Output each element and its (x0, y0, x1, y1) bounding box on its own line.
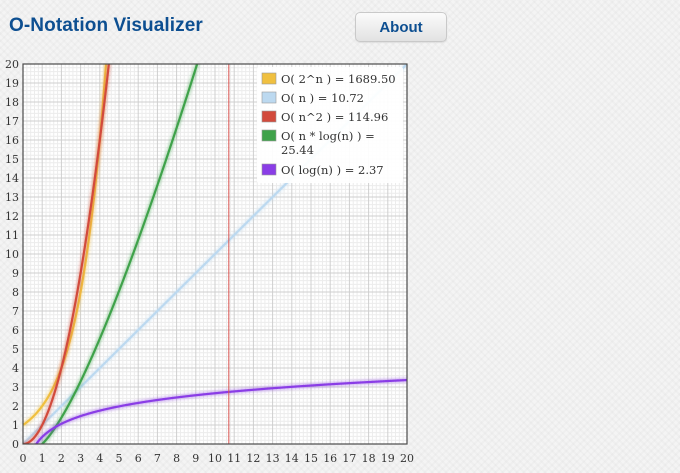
x-tick-label: 1 (39, 452, 46, 465)
x-axis-ticks: 0 1 2 3 4 5 6 7 8 9 10 11 12 13 14 15 16 17 18 19 20 (20, 452, 415, 465)
y-tick-label: 12 (5, 210, 19, 223)
x-tick-label: 18 (362, 452, 376, 465)
series-line-2 (23, 64, 110, 444)
x-tick-label: 8 (173, 452, 180, 465)
legend-label: O( 2^n ) = 1689.50 (281, 72, 396, 86)
y-tick-label: 17 (5, 115, 19, 128)
legend-label: O( n * log(n) ) = (281, 129, 375, 143)
legend-swatch (261, 72, 277, 85)
o-notation-chart: 0 1 2 3 4 5 6 7 8 9 10 11 12 13 14 15 16 17 18 19 20 0123456… (5, 58, 415, 465)
y-tick-label: 18 (5, 96, 19, 109)
y-tick-label: 7 (12, 305, 19, 318)
y-tick-label: 20 (5, 58, 19, 71)
legend-label: O( n^2 ) = 114.96 (281, 110, 388, 124)
x-tick-label: 17 (342, 452, 356, 465)
y-tick-label: 9 (12, 267, 19, 280)
y-tick-label: 15 (5, 153, 19, 166)
about-button[interactable]: About (355, 12, 447, 42)
x-tick-label: 12 (246, 452, 260, 465)
legend-label: 25.44 (281, 143, 314, 157)
y-tick-label: 16 (5, 134, 19, 147)
legend-swatch (261, 163, 277, 176)
x-tick-label: 6 (135, 452, 142, 465)
legend: O( 2^n ) = 1689.50 O( n ) = 10.72 O( n^2 )… (257, 67, 403, 183)
y-tick-label: 8 (12, 286, 19, 299)
x-tick-label: 10 (208, 452, 222, 465)
x-tick-label: 14 (285, 452, 299, 465)
series-line-4 (35, 378, 407, 444)
x-tick-label: 2 (58, 452, 65, 465)
y-tick-label: 11 (5, 229, 19, 242)
x-tick-label: 9 (192, 452, 199, 465)
legend-background (257, 67, 403, 183)
y-tick-label: 4 (12, 362, 19, 375)
x-tick-label: 19 (381, 452, 395, 465)
x-tick-label: 11 (227, 452, 241, 465)
x-tick-label: 5 (116, 452, 123, 465)
y-tick-label: 13 (5, 191, 19, 204)
legend-label: O( log(n) ) = 2.37 (281, 163, 384, 177)
y-tick-label: 3 (12, 381, 19, 394)
app-title: O-Notation Visualizer (9, 15, 203, 36)
series-line-3 (40, 64, 199, 444)
y-tick-label: 6 (12, 324, 19, 337)
y-tick-label: 2 (12, 400, 19, 413)
plot-frame (22, 63, 408, 445)
y-tick-label: 5 (12, 343, 19, 356)
legend-swatch (261, 110, 277, 123)
legend-label: O( n ) = 10.72 (281, 91, 364, 105)
x-tick-label: 3 (77, 452, 84, 465)
x-tick-label: 15 (304, 452, 318, 465)
legend-swatch (261, 129, 277, 142)
x-tick-label: 13 (266, 452, 280, 465)
legend-swatch (261, 91, 277, 104)
y-tick-label: 1 (12, 419, 19, 432)
x-tick-label: 4 (96, 452, 103, 465)
x-tick-label: 7 (154, 452, 161, 465)
y-tick-label: 19 (5, 77, 19, 90)
y-tick-label: 0 (12, 438, 19, 451)
x-tick-label: 0 (20, 452, 27, 465)
y-tick-label: 10 (5, 248, 19, 261)
series-line-0 (23, 64, 108, 426)
y-tick-label: 14 (5, 172, 19, 185)
x-tick-label: 16 (323, 452, 337, 465)
x-tick-label: 20 (400, 452, 414, 465)
